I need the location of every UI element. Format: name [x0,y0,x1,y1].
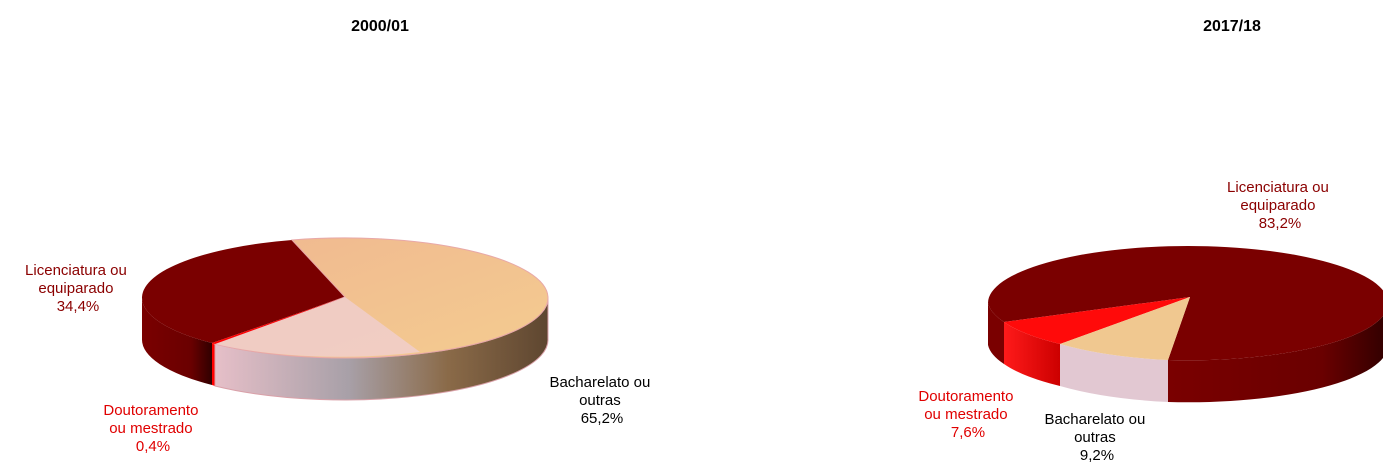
slice-side-licenciatura [141,297,212,385]
pie-chart-2000-01: 2000/01 Licenciatura ou equiparado 34,4%… [25,18,654,455]
pie-chart-2017-18: 2017/18 Licenciatura ou equiparado 83,2%… [918,18,1383,464]
chart-title: 2000/01 [351,18,409,35]
label-licenciatura: Licenciatura ou equiparado 83,2% [1227,179,1333,232]
slice-doutoramento [1004,297,1190,344]
slice-bacharelato [1060,297,1190,360]
label-bacharelato: Bacharelato ou outras 9,2% [1044,411,1149,464]
slice-side-licenciatura-left [988,303,1004,364]
label-doutoramento: Doutoramento ou mestrado 7,6% [918,388,1017,441]
slice-side-licenciatura [1168,315,1383,403]
label-bacharelato: Bacharelato ou outras 65,2% [549,374,654,427]
slice-side-doutoramento [1004,322,1060,386]
slice-side-bacharelato [1060,344,1168,402]
slice-doutoramento [212,297,345,344]
slice-bacharelato-sheen [215,297,420,357]
chart-title: 2017/18 [1203,18,1261,35]
slice-licenciatura [988,246,1383,361]
label-doutoramento: Doutoramento ou mestrado 0,4% [103,402,202,455]
slice-side-doutoramento [212,343,215,386]
label-licenciatura: Licenciatura ou equiparado 34,4% [25,262,131,315]
slice-licenciatura [141,240,345,343]
